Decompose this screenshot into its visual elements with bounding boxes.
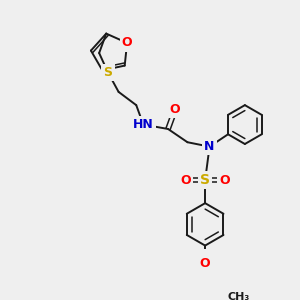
Text: HN: HN [133,118,154,131]
Text: S: S [103,66,112,79]
Text: O: O [219,174,230,187]
Text: O: O [180,174,191,187]
Text: S: S [200,173,210,187]
Text: O: O [170,103,180,116]
Text: O: O [122,36,132,50]
Text: N: N [204,140,215,153]
Text: O: O [200,257,210,270]
Text: CH₃: CH₃ [227,292,250,300]
